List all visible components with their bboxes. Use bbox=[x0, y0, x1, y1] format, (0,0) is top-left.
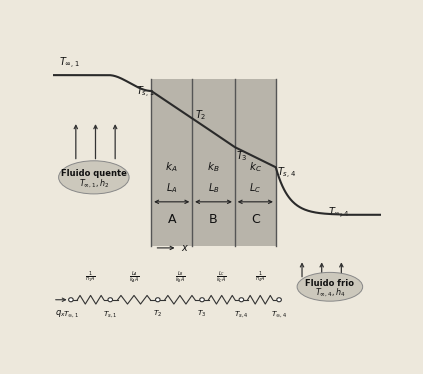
Circle shape bbox=[239, 298, 244, 302]
Text: B: B bbox=[209, 212, 218, 226]
Text: $T_{s,4}$: $T_{s,4}$ bbox=[277, 165, 297, 181]
Circle shape bbox=[200, 298, 204, 302]
Text: Fluido frio: Fluido frio bbox=[305, 279, 354, 288]
Text: $\frac{L_A}{k_A A}$: $\frac{L_A}{k_A A}$ bbox=[129, 269, 139, 285]
Ellipse shape bbox=[297, 272, 363, 301]
Text: $T_{\infty,1}$: $T_{\infty,1}$ bbox=[59, 56, 80, 71]
Text: $T_{s,1}$: $T_{s,1}$ bbox=[137, 85, 155, 100]
Ellipse shape bbox=[59, 161, 129, 194]
Circle shape bbox=[277, 298, 281, 302]
Text: Fluido quente: Fluido quente bbox=[61, 169, 127, 178]
Circle shape bbox=[108, 298, 113, 302]
Text: $\frac{1}{h_4 A}$: $\frac{1}{h_4 A}$ bbox=[255, 270, 266, 285]
Circle shape bbox=[156, 298, 160, 302]
Text: $T_{s,1}$: $T_{s,1}$ bbox=[103, 309, 118, 319]
Text: $\frac{1}{h_1 A}$: $\frac{1}{h_1 A}$ bbox=[85, 270, 96, 285]
Text: $L_B$: $L_B$ bbox=[208, 182, 220, 196]
Text: $T_2$: $T_2$ bbox=[153, 309, 162, 319]
Circle shape bbox=[69, 298, 73, 302]
Text: $q_x$: $q_x$ bbox=[55, 308, 66, 319]
Text: $T_{\infty,1}$: $T_{\infty,1}$ bbox=[63, 309, 79, 319]
Text: $\frac{L_B}{k_B A}$: $\frac{L_B}{k_B A}$ bbox=[175, 269, 185, 285]
Text: $T_3$: $T_3$ bbox=[198, 309, 207, 319]
Text: $k_B$: $k_B$ bbox=[207, 160, 220, 174]
Text: C: C bbox=[251, 212, 260, 226]
Text: $L_A$: $L_A$ bbox=[166, 182, 178, 196]
Text: $k_A$: $k_A$ bbox=[165, 160, 178, 174]
Text: $L_C$: $L_C$ bbox=[249, 182, 261, 196]
Text: $x$: $x$ bbox=[181, 243, 189, 253]
Text: $T_{\infty,1}, h_2$: $T_{\infty,1}, h_2$ bbox=[79, 178, 109, 190]
Text: $\frac{L_C}{k_C A}$: $\frac{L_C}{k_C A}$ bbox=[216, 269, 227, 285]
Text: $T_{\infty,4}$: $T_{\infty,4}$ bbox=[271, 309, 287, 319]
Bar bbox=[151, 79, 276, 246]
Text: $T_{\infty,4}$: $T_{\infty,4}$ bbox=[328, 206, 349, 221]
Text: $k_C$: $k_C$ bbox=[249, 160, 262, 174]
Text: A: A bbox=[168, 212, 176, 226]
Text: $T_{s,4}$: $T_{s,4}$ bbox=[234, 309, 249, 319]
Text: $T_3$: $T_3$ bbox=[236, 149, 248, 163]
Text: $T_2$: $T_2$ bbox=[195, 108, 207, 122]
Text: $T_{\infty,4}, h_4$: $T_{\infty,4}, h_4$ bbox=[315, 287, 345, 299]
